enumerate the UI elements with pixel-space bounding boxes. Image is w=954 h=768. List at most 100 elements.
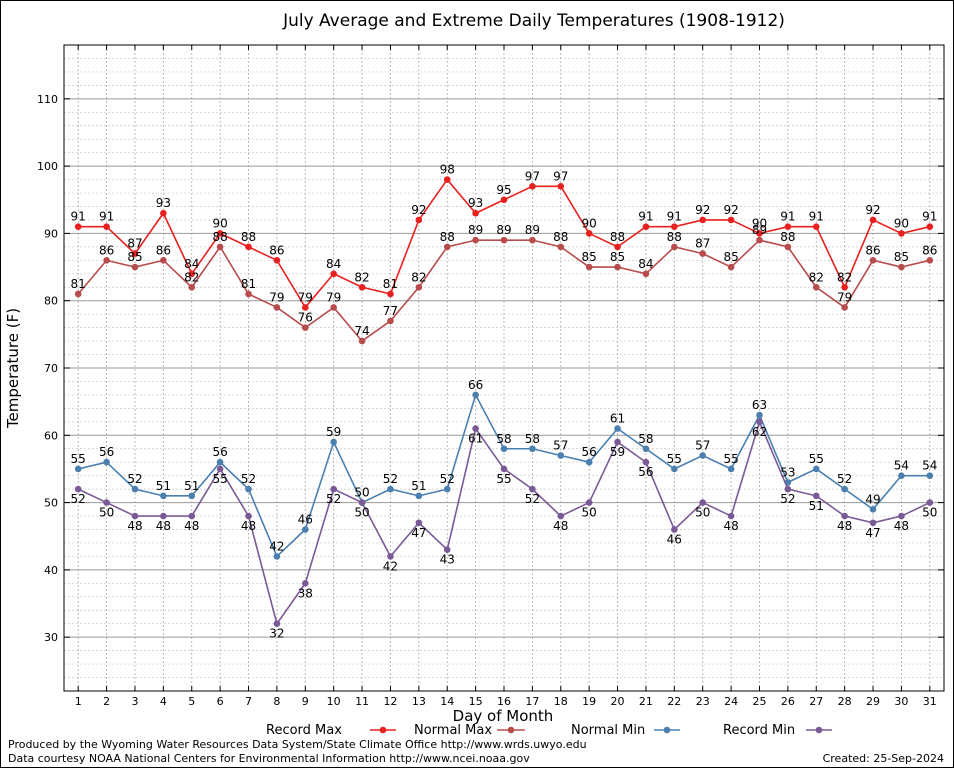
data-label: 56 [99, 445, 114, 459]
data-point [614, 425, 621, 432]
chart-title: July Average and Extreme Daily Temperatu… [282, 11, 785, 31]
data-label: 95 [496, 183, 511, 197]
series-normal-min: 55 56 52 51 51 56 52 42 46 59 50 52 51 52 66 58 58 57 56 61… [71, 378, 937, 560]
data-label: 82 [837, 270, 852, 284]
data-point [245, 243, 252, 251]
data-point [358, 499, 366, 506]
data-label: 82 [809, 270, 824, 284]
data-label: 91 [667, 210, 682, 224]
data-label: 86 [156, 243, 171, 257]
data-label: 85 [610, 250, 625, 264]
data-point [614, 438, 621, 446]
data-point [443, 243, 451, 251]
data-label: 74 [354, 324, 369, 338]
x-tick-label: 6 [217, 695, 224, 708]
y-tick-label: 70 [44, 362, 58, 375]
data-label: 52 [383, 472, 398, 486]
data-label: 86 [865, 243, 880, 257]
data-point [273, 620, 281, 628]
data-label: 32 [269, 627, 284, 641]
data-point [74, 465, 82, 473]
data-label: 53 [780, 465, 795, 479]
data-point [812, 223, 820, 230]
data-label: 88 [553, 230, 568, 244]
data-point [585, 263, 593, 271]
data-label: 61 [610, 412, 625, 426]
data-label: 50 [582, 506, 597, 520]
data-point [784, 223, 792, 230]
data-point [671, 465, 678, 473]
data-point [614, 243, 621, 251]
data-point [557, 512, 565, 520]
data-point [841, 512, 848, 520]
y-tick-label: 60 [44, 429, 58, 442]
data-label: 55 [723, 452, 738, 466]
data-label: 55 [71, 452, 86, 466]
data-label: 92 [865, 203, 880, 217]
x-tick-label: 23 [696, 695, 710, 708]
data-label: 48 [127, 519, 142, 533]
data-point [131, 263, 139, 271]
data-point [188, 492, 196, 500]
data-label: 93 [468, 196, 483, 210]
data-point [273, 304, 281, 311]
legend: Record Max Normal Max Normal Min Record Min [266, 723, 832, 738]
data-label: 66 [468, 378, 483, 392]
x-tick-label: 7 [245, 695, 252, 708]
data-point [898, 263, 905, 271]
data-label: 62 [752, 425, 767, 439]
data-point [103, 458, 110, 466]
data-point [131, 250, 139, 257]
data-label: 46 [298, 513, 313, 527]
legend-marker [663, 726, 671, 734]
data-label: 52 [127, 472, 142, 486]
data-label: 79 [837, 290, 852, 304]
data-point [387, 485, 394, 493]
data-point [443, 485, 451, 493]
data-point [74, 290, 82, 298]
data-label: 86 [99, 243, 114, 257]
data-point [557, 183, 565, 190]
data-label: 50 [354, 486, 369, 500]
data-point [500, 196, 508, 204]
data-label: 56 [212, 445, 227, 459]
data-point [188, 512, 196, 520]
data-point [301, 304, 309, 311]
x-tick-label: 19 [582, 695, 596, 708]
data-point [301, 324, 309, 331]
data-point [699, 250, 707, 257]
data-point [415, 519, 423, 527]
legend-item: Record Min [723, 723, 832, 738]
data-point [358, 337, 366, 345]
x-tick-label: 26 [781, 695, 795, 708]
data-label: 87 [127, 237, 142, 251]
data-point [472, 425, 479, 432]
data-label: 63 [752, 398, 767, 412]
x-tick-label: 14 [440, 695, 454, 708]
data-point [727, 512, 735, 520]
data-label: 88 [212, 230, 227, 244]
data-point [330, 485, 337, 493]
x-tick-label: 27 [809, 695, 823, 708]
x-tick-label: 16 [497, 695, 511, 708]
data-point [500, 465, 508, 473]
x-tick-label: 15 [469, 695, 483, 708]
data-point [273, 257, 281, 264]
data-label: 86 [922, 243, 937, 257]
data-point [74, 223, 82, 230]
data-label: 91 [99, 210, 114, 224]
y-tick-label: 40 [44, 564, 58, 577]
data-point [898, 230, 905, 237]
data-label: 89 [468, 223, 483, 237]
data-label: 48 [837, 519, 852, 533]
data-point [756, 418, 763, 426]
data-label: 81 [241, 277, 256, 291]
legend-item: Normal Max [414, 723, 525, 738]
data-label: 48 [723, 519, 738, 533]
data-label: 51 [184, 479, 199, 493]
data-label: 58 [638, 432, 653, 446]
data-label: 79 [326, 290, 341, 304]
data-point [188, 270, 196, 278]
data-point [273, 553, 281, 560]
data-label: 52 [326, 492, 341, 506]
